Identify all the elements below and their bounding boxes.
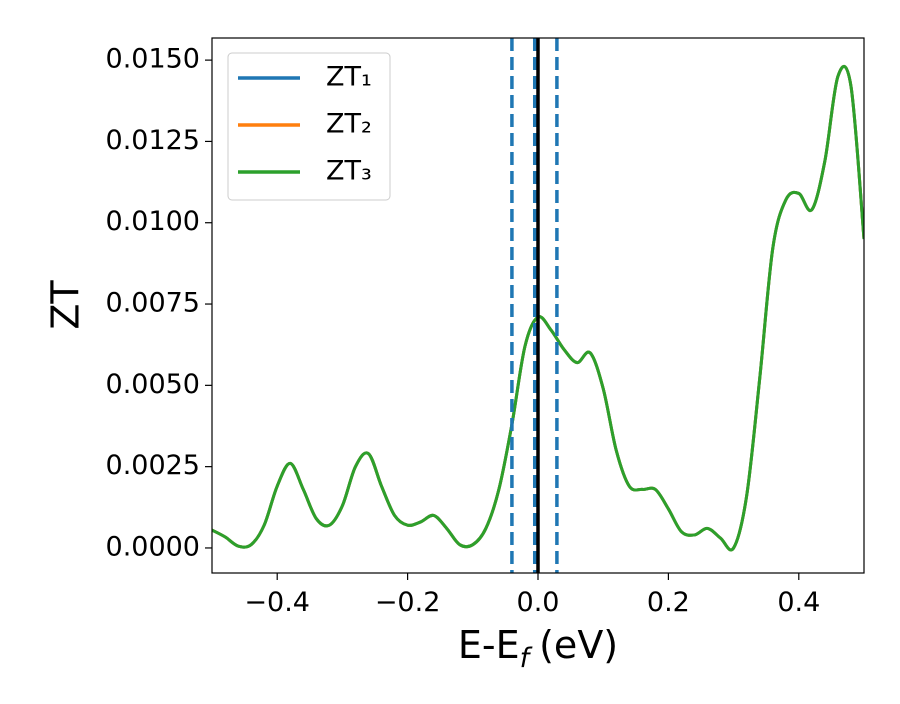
legend-box [227,52,391,201]
plot-frame [211,37,865,574]
y-tick-label: 0.0125 [106,125,200,156]
x-tick-label: −0.2 [375,587,441,618]
x-tick-label: 0.2 [647,587,690,618]
legend-label: ZT₃ [326,156,372,187]
y-tick-label: 0.0100 [106,206,200,237]
legend-label: ZT₂ [326,109,372,140]
x-tick-label: 0.4 [777,587,820,618]
x-axis-label-unit: (eV) [539,623,618,667]
plot-area [212,38,864,573]
x-tick-label: −0.4 [244,587,310,618]
legend-label: ZT₁ [326,62,372,93]
series-line [212,64,864,552]
y-axis-label: ZT [44,280,88,330]
y-tick-label: 0.0050 [106,369,200,400]
x-tick-label: 0.0 [517,587,560,618]
y-tick-label: 0.0000 [106,531,200,562]
x-axis-label-main: E-E [458,623,520,667]
x-axis-label: E-Ef (eV) [458,623,618,674]
y-tick-label: 0.0025 [106,450,200,481]
x-axis-label-sub: f [520,643,533,674]
y-tick-label: 0.0075 [106,288,200,319]
y-tick-label: 0.0150 [106,44,200,75]
